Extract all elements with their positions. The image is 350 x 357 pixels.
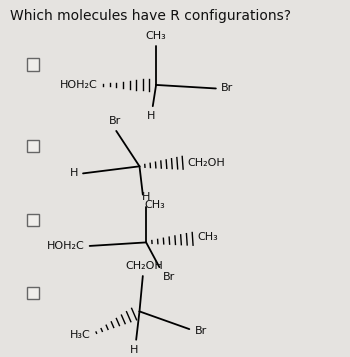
Text: Br: Br — [221, 84, 233, 94]
Text: CH₃: CH₃ — [145, 200, 165, 210]
Text: CH₃: CH₃ — [198, 232, 218, 242]
Bar — [27, 58, 38, 71]
Text: Br: Br — [195, 326, 208, 336]
Text: CH₂OH: CH₂OH — [126, 261, 163, 271]
Text: HOH₂C: HOH₂C — [47, 241, 85, 251]
Bar — [27, 287, 38, 299]
Bar — [27, 214, 38, 226]
Text: H: H — [147, 111, 155, 121]
Text: H: H — [130, 345, 139, 355]
Bar — [27, 140, 38, 152]
Text: CH₂OH: CH₂OH — [188, 158, 225, 168]
Text: H: H — [142, 192, 150, 202]
Text: Which molecules have R configurations?: Which molecules have R configurations? — [10, 9, 291, 23]
Text: H₃C: H₃C — [70, 331, 90, 341]
Text: Br: Br — [163, 272, 175, 282]
Text: H: H — [70, 169, 78, 178]
Text: Br: Br — [108, 116, 121, 126]
Text: HOH₂C: HOH₂C — [60, 80, 98, 90]
Text: CH₃: CH₃ — [146, 31, 167, 41]
